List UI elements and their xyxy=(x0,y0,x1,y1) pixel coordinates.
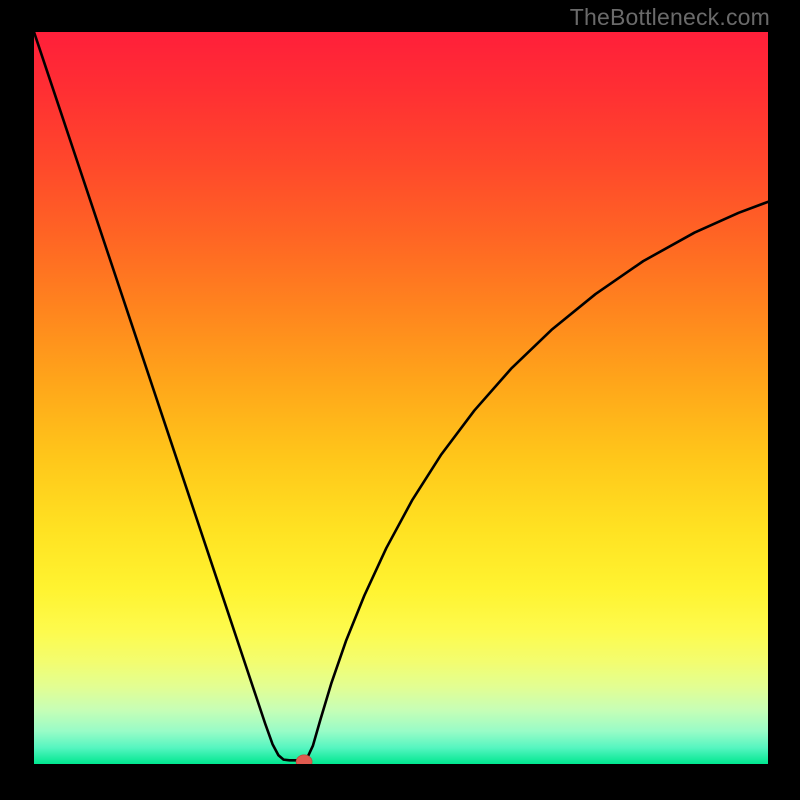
plot-area xyxy=(34,32,768,764)
plot-svg xyxy=(34,32,768,764)
gradient-background xyxy=(34,32,768,764)
chart-container: TheBottleneck.com xyxy=(0,0,800,800)
watermark-text: TheBottleneck.com xyxy=(570,4,770,31)
